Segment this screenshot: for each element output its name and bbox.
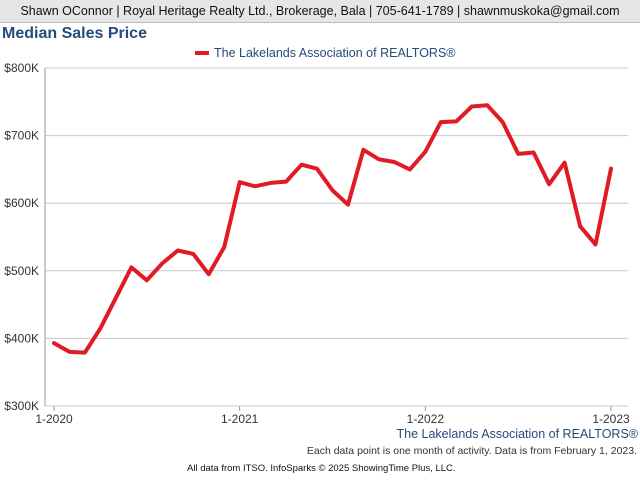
- y-tick-label: $500K: [4, 264, 39, 278]
- source-label: The Lakelands Association of REALTORS®: [396, 427, 638, 441]
- x-tick-label: 1-2021: [221, 412, 259, 426]
- copyright-line: All data from ITSO. InfoSparks © 2025 Sh…: [187, 463, 456, 474]
- header-bar: Shawn OConnor | Royal Heritage Realty Lt…: [0, 0, 640, 23]
- y-tick-label: $800K: [4, 61, 39, 75]
- agent-contact-line: Shawn OConnor | Royal Heritage Realty Lt…: [20, 4, 620, 18]
- x-tick-label: 1-2022: [407, 412, 445, 426]
- y-tick-label: $400K: [4, 331, 39, 345]
- chart-legend: The Lakelands Association of REALTORS®: [195, 45, 456, 61]
- y-tick-label: $600K: [4, 196, 39, 210]
- chart-title: Median Sales Price: [2, 25, 147, 42]
- y-tick-label: $700K: [4, 129, 39, 143]
- x-tick-label: 1-2020: [35, 412, 73, 426]
- data-footnote: Each data point is one month of activity…: [306, 445, 637, 457]
- x-tick-label: 1-2023: [592, 412, 630, 426]
- y-tick-label: $300K: [4, 399, 39, 413]
- legend-swatch: [195, 51, 209, 55]
- legend-label: The Lakelands Association of REALTORS®: [214, 46, 456, 60]
- series-line: [52, 103, 613, 355]
